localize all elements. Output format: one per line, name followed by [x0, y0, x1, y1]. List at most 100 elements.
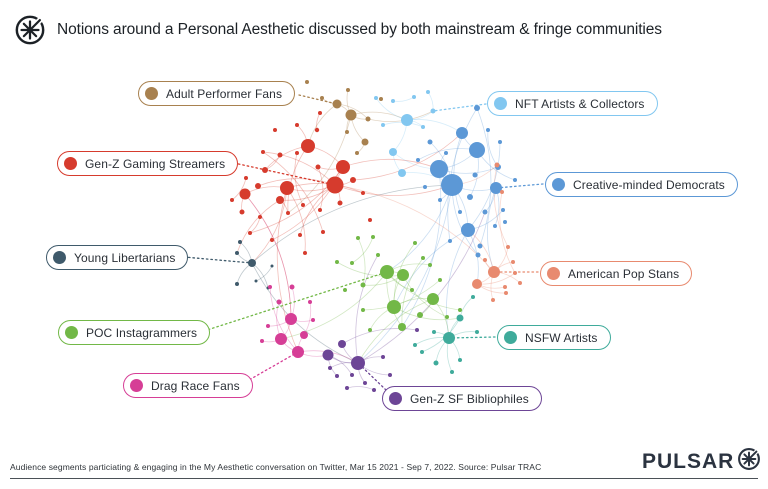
network-node[interactable]	[338, 340, 346, 348]
network-node[interactable]	[295, 123, 299, 127]
network-node[interactable]	[368, 218, 372, 222]
network-node[interactable]	[355, 151, 359, 155]
network-node[interactable]	[239, 188, 251, 200]
network-node[interactable]	[322, 349, 334, 361]
network-node[interactable]	[491, 298, 495, 302]
network-node[interactable]	[397, 269, 409, 281]
network-node[interactable]	[391, 99, 395, 103]
network-node[interactable]	[276, 299, 282, 305]
network-node[interactable]	[368, 328, 372, 332]
network-node[interactable]	[311, 318, 315, 322]
network-node[interactable]	[401, 114, 413, 126]
community-label-poc-instagrammers[interactable]: POC Instagrammers	[58, 320, 211, 345]
network-node[interactable]	[326, 176, 344, 194]
network-node[interactable]	[275, 333, 287, 345]
community-label-young-libertarians[interactable]: Young Libertarians	[46, 245, 189, 270]
network-node[interactable]	[461, 223, 475, 237]
network-node[interactable]	[360, 282, 366, 288]
network-node[interactable]	[398, 323, 406, 331]
network-node[interactable]	[276, 196, 284, 204]
community-label-nsfw-artists[interactable]: NSFW Artists	[497, 325, 611, 350]
network-node[interactable]	[350, 177, 356, 183]
network-node[interactable]	[501, 208, 505, 212]
network-node[interactable]	[445, 315, 449, 319]
community-label-gen-z-sf-bibliophiles[interactable]: Gen-Z SF Bibliophiles	[382, 386, 542, 411]
network-node[interactable]	[308, 300, 312, 304]
network-node[interactable]	[328, 366, 332, 370]
community-label-american-pop-stans[interactable]: American Pop Stans	[540, 261, 693, 286]
network-node[interactable]	[361, 191, 365, 195]
network-node[interactable]	[280, 181, 294, 195]
network-node[interactable]	[371, 235, 375, 239]
network-node[interactable]	[270, 238, 274, 242]
community-label-creative-minded-democrats[interactable]: Creative-minded Democrats	[545, 172, 738, 197]
network-node[interactable]	[493, 224, 497, 228]
network-node[interactable]	[238, 240, 242, 244]
network-node[interactable]	[513, 271, 517, 275]
network-node[interactable]	[285, 313, 297, 325]
network-node[interactable]	[255, 183, 261, 189]
network-node[interactable]	[443, 332, 455, 344]
network-node[interactable]	[301, 203, 305, 207]
network-node[interactable]	[416, 158, 420, 162]
network-node[interactable]	[438, 198, 442, 202]
network-node[interactable]	[504, 291, 508, 295]
network-node[interactable]	[421, 256, 425, 260]
network-node[interactable]	[387, 300, 401, 314]
network-node[interactable]	[248, 231, 252, 235]
network-node[interactable]	[503, 285, 507, 289]
network-node[interactable]	[430, 160, 448, 178]
network-node[interactable]	[345, 130, 349, 134]
network-node[interactable]	[458, 210, 462, 214]
network-node[interactable]	[270, 264, 274, 268]
network-node[interactable]	[314, 127, 320, 133]
network-node[interactable]	[389, 148, 397, 156]
network-node[interactable]	[335, 260, 339, 264]
network-node[interactable]	[398, 169, 406, 177]
network-node[interactable]	[518, 281, 522, 285]
network-node[interactable]	[412, 95, 416, 99]
network-node[interactable]	[486, 128, 490, 132]
community-label-drag-race-fans[interactable]: Drag Race Fans	[123, 373, 253, 398]
network-node[interactable]	[511, 260, 515, 264]
network-node[interactable]	[356, 236, 360, 240]
network-node[interactable]	[413, 241, 417, 245]
network-node[interactable]	[376, 253, 380, 257]
network-node[interactable]	[413, 343, 417, 347]
network-node[interactable]	[469, 142, 485, 158]
network-node[interactable]	[301, 139, 315, 153]
network-node[interactable]	[423, 185, 427, 189]
network-node[interactable]	[483, 258, 487, 262]
network-node[interactable]	[345, 386, 349, 390]
network-node[interactable]	[337, 200, 343, 206]
network-node[interactable]	[363, 381, 367, 385]
network-node[interactable]	[262, 167, 268, 173]
network-node[interactable]	[458, 308, 462, 312]
network-node[interactable]	[438, 278, 442, 282]
network-node[interactable]	[428, 263, 432, 267]
network-node[interactable]	[458, 358, 462, 362]
network-node[interactable]	[488, 266, 500, 278]
network-node[interactable]	[244, 176, 248, 180]
network-node[interactable]	[235, 251, 239, 255]
network-node[interactable]	[261, 150, 265, 154]
network-node[interactable]	[286, 211, 290, 215]
network-node[interactable]	[318, 111, 322, 115]
network-node[interactable]	[277, 152, 283, 158]
network-node[interactable]	[295, 151, 299, 155]
network-node[interactable]	[430, 108, 436, 114]
network-node[interactable]	[332, 99, 342, 109]
network-node[interactable]	[273, 128, 277, 132]
network-node[interactable]	[420, 350, 424, 354]
network-node[interactable]	[318, 208, 322, 212]
network-node[interactable]	[494, 162, 500, 168]
network-node[interactable]	[426, 90, 430, 94]
network-node[interactable]	[230, 198, 234, 202]
network-node[interactable]	[456, 314, 464, 322]
network-node[interactable]	[410, 288, 414, 292]
network-node[interactable]	[379, 97, 383, 101]
network-node[interactable]	[498, 140, 502, 144]
network-node[interactable]	[477, 243, 483, 249]
network-node[interactable]	[467, 194, 473, 200]
network-node[interactable]	[300, 331, 308, 339]
